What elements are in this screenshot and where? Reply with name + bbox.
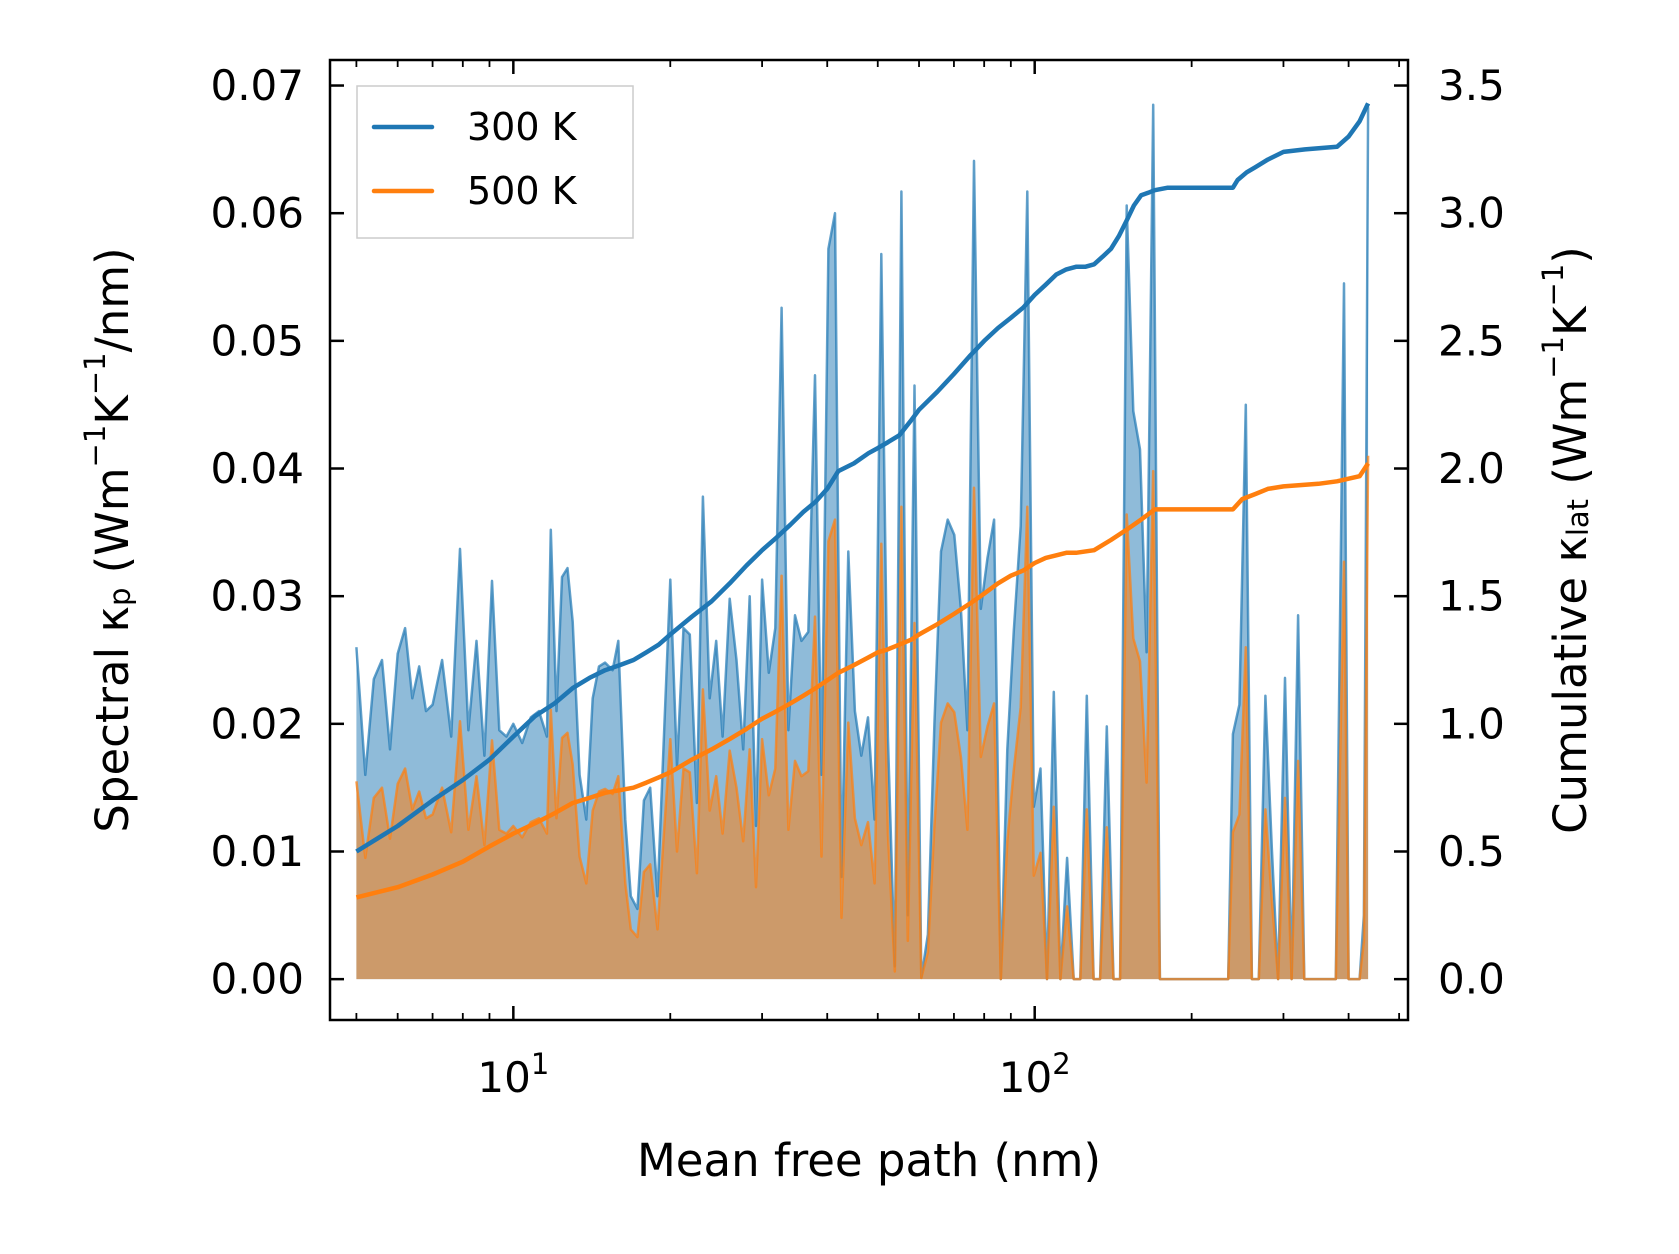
500-k-cumulative-line — [355, 462, 1370, 900]
y2-tick-label: 2.5 — [1438, 316, 1505, 365]
x-axis-title: Mean free path (nm) — [637, 1134, 1101, 1187]
y2-axis-title: Cumulative κlat (Wm−1K−1) — [1536, 246, 1597, 834]
y2-tick-label: 3.5 — [1438, 61, 1505, 110]
500-k-spectral-line — [355, 455, 1370, 981]
300-k-spectral-area — [356, 104, 1369, 980]
plot-frame — [328, 58, 1410, 1022]
y-axis-title: Spectral κp (Wm−1K−1/nm) — [78, 247, 139, 832]
y2-tick-label: 0.5 — [1438, 827, 1505, 876]
y2-tick-label: 2.0 — [1438, 444, 1505, 493]
x-tick-label: 102 — [999, 1047, 1071, 1102]
y-tick-label: 0.07 — [210, 61, 304, 110]
x-tick-label: 101 — [477, 1047, 549, 1102]
y-tick-label: 0.03 — [210, 572, 304, 621]
y-tick-label: 0.01 — [210, 827, 304, 876]
y-tick-label: 0.00 — [210, 955, 304, 1004]
y-tick-label: 0.02 — [210, 699, 304, 748]
y2-tick-label: 3.0 — [1438, 189, 1505, 238]
y2-tick-label: 1.5 — [1438, 572, 1505, 621]
legend-label-300k: 300 K — [467, 105, 578, 149]
300-k-cumulative-line — [355, 102, 1371, 854]
legend: 300 K 500 K — [356, 85, 634, 239]
y-tick-label: 0.04 — [210, 444, 304, 493]
y2-tick-label: 0.0 — [1438, 955, 1505, 1004]
legend-label-500k: 500 K — [467, 169, 578, 213]
y2-tick-label: 1.0 — [1438, 699, 1505, 748]
svg-text:Spectral κp (Wm−1K−1/nm): Spectral κp (Wm−1K−1/nm) — [78, 247, 139, 832]
y-tick-label: 0.06 — [210, 189, 304, 238]
svg-text:Cumulative κlat (Wm−1K−1): Cumulative κlat (Wm−1K−1) — [1536, 246, 1597, 834]
plot-area — [355, 102, 1371, 981]
legend-frame — [356, 85, 634, 239]
y-tick-label: 0.05 — [210, 316, 304, 365]
500-k-spectral-area — [356, 455, 1369, 980]
axes: 0.00 0.01 0.02 0.03 0.04 0.05 0.06 0.07 0.0 0.5 1.… — [210, 60, 1505, 1102]
